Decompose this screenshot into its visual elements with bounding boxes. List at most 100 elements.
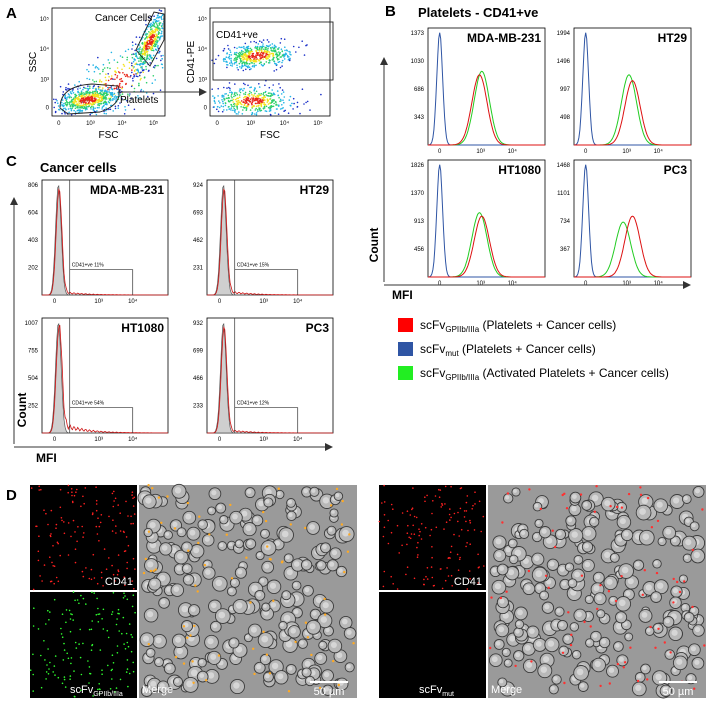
fluor-dot xyxy=(676,580,679,584)
cell-core xyxy=(265,499,270,504)
event-dot xyxy=(152,32,154,34)
event-dot xyxy=(147,95,149,98)
fluor-dot xyxy=(105,568,108,570)
event-dot xyxy=(247,94,249,96)
fluor-dot xyxy=(111,654,114,656)
legend-swatch xyxy=(398,318,413,332)
event-dot xyxy=(134,63,136,65)
event-dot xyxy=(272,55,274,57)
x-tick-label: 10⁴ xyxy=(508,148,518,155)
event-dot xyxy=(90,99,92,101)
event-dot xyxy=(232,98,235,101)
cell-core xyxy=(283,592,288,597)
event-dot xyxy=(152,49,154,52)
event-dot xyxy=(275,103,278,106)
fluor-dot xyxy=(147,530,151,533)
event-dot xyxy=(117,71,120,73)
cell-core xyxy=(549,561,555,567)
event-dot xyxy=(228,58,231,60)
cell-core xyxy=(524,645,531,651)
event-dot xyxy=(277,94,279,97)
fluor-dot xyxy=(63,521,65,523)
event-dot xyxy=(270,105,272,107)
event-dot xyxy=(133,108,136,111)
event-dot xyxy=(68,96,71,99)
histogram-line xyxy=(574,80,691,146)
fluor-dot xyxy=(304,526,307,530)
event-dot xyxy=(141,66,143,68)
fluor-dot xyxy=(614,599,618,603)
x-tick-label: 10⁴ xyxy=(293,436,303,443)
event-dot xyxy=(291,102,293,105)
event-dot xyxy=(223,86,225,89)
fluor-dot xyxy=(115,532,117,534)
x-tick-label: 10³ xyxy=(622,281,631,287)
fluor-dot xyxy=(217,654,221,657)
event-dot xyxy=(281,61,283,64)
event-dot xyxy=(132,67,135,69)
label-sub: mut xyxy=(442,691,454,698)
fluor-dot xyxy=(132,522,134,525)
event-dot xyxy=(151,45,154,47)
event-dot xyxy=(102,63,105,66)
cell-core xyxy=(166,665,172,671)
event-dot xyxy=(108,76,110,78)
event-dot xyxy=(105,107,107,109)
cell-core xyxy=(303,561,308,567)
cell-core xyxy=(561,581,567,586)
event-dot xyxy=(267,92,270,94)
fluor-dot xyxy=(599,684,602,688)
fluor-dot xyxy=(406,566,409,568)
event-dot xyxy=(92,87,94,89)
fluor-dot xyxy=(123,550,126,553)
event-dot xyxy=(92,107,95,110)
cell-core xyxy=(646,628,651,632)
event-dot xyxy=(282,107,284,109)
event-dot xyxy=(227,48,230,50)
fluor-dot xyxy=(430,566,433,568)
event-dot xyxy=(131,48,133,50)
fluor-dot xyxy=(29,669,32,671)
event-dot xyxy=(258,83,260,85)
fluor-dot xyxy=(424,496,426,499)
fluor-dot xyxy=(460,487,463,489)
event-dot xyxy=(53,106,55,109)
cell-core xyxy=(257,552,261,557)
event-dot xyxy=(97,85,100,88)
fluor-dot xyxy=(44,659,46,661)
y-tick-label: 403 xyxy=(28,238,39,244)
fluor-dot xyxy=(396,588,399,590)
event-dot xyxy=(245,46,248,49)
x-axis-label: FSC xyxy=(99,130,119,141)
cell-core xyxy=(657,582,664,589)
cell-core xyxy=(618,656,624,662)
fluor-dot xyxy=(672,601,675,604)
event-dot xyxy=(278,83,280,85)
event-dot xyxy=(256,54,259,56)
fluor-dot xyxy=(98,683,100,685)
event-dot xyxy=(226,61,228,63)
event-dot xyxy=(240,49,243,52)
fluor-dot xyxy=(124,648,127,650)
event-dot xyxy=(79,87,81,90)
fluor-dot xyxy=(343,570,346,574)
event-dot xyxy=(121,68,123,71)
event-dot xyxy=(119,86,121,89)
fluor-dot xyxy=(92,512,94,514)
cell-core xyxy=(264,563,270,569)
fluor-dot xyxy=(90,649,93,651)
event-dot xyxy=(244,64,246,67)
event-dot xyxy=(236,105,238,108)
fluor-dot xyxy=(32,653,34,656)
event-dot xyxy=(75,94,78,97)
event-dot xyxy=(255,64,257,67)
cell-core xyxy=(208,508,213,512)
micrograph xyxy=(30,592,137,698)
event-dot xyxy=(256,102,258,105)
event-dot xyxy=(264,84,266,87)
event-dot xyxy=(272,84,275,86)
event-dot xyxy=(75,98,77,100)
event-dot xyxy=(116,76,118,79)
cell-core xyxy=(541,528,547,534)
fluor-dot xyxy=(434,495,437,497)
